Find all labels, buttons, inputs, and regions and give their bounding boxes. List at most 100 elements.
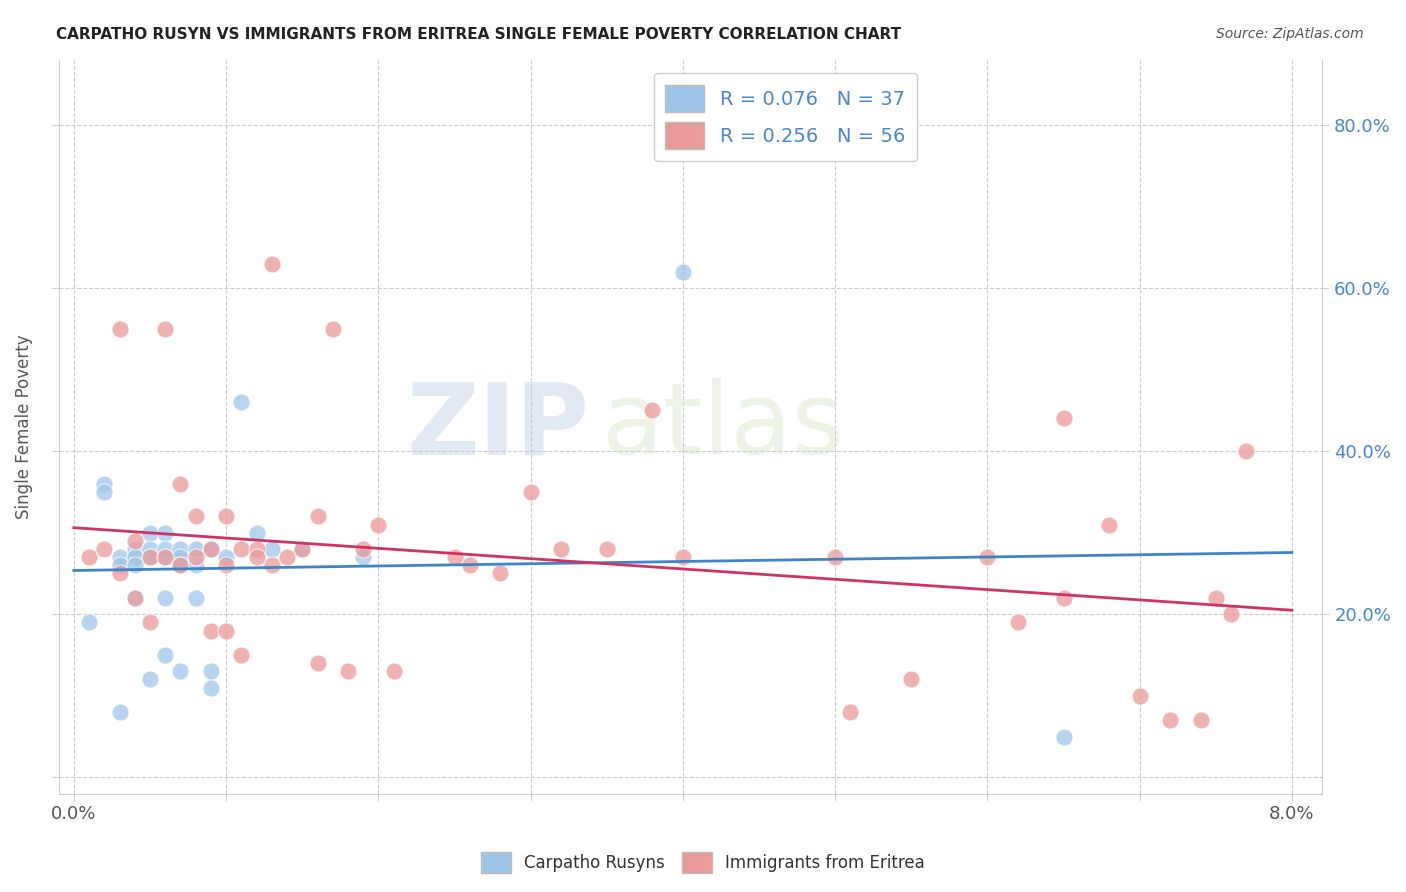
Point [246,541,269,556]
Point [276,550,298,565]
Point [155,648,177,662]
Point [596,541,619,556]
Point [108,322,131,336]
Point [184,558,207,573]
Point [108,558,131,573]
Point [139,550,162,565]
Point [169,558,191,573]
Point [336,665,359,679]
Point [443,550,465,565]
Point [260,541,283,556]
Point [1007,615,1029,630]
Point [108,550,131,565]
Point [641,403,664,417]
Point [124,591,146,605]
Point [260,558,283,573]
Legend: R = 0.076   N = 37, R = 0.256   N = 56: R = 0.076 N = 37, R = 0.256 N = 56 [654,73,917,161]
Point [367,517,389,532]
Point [215,550,238,565]
Point [976,550,998,565]
Point [124,541,146,556]
Point [1129,689,1152,703]
Point [155,550,177,565]
Point [200,541,222,556]
Point [184,591,207,605]
Point [155,322,177,336]
Text: atlas: atlas [602,378,844,475]
Point [458,558,481,573]
Point [382,665,405,679]
Point [1159,713,1181,727]
Point [139,673,162,687]
Point [108,566,131,581]
Point [1052,591,1074,605]
Text: ZIP: ZIP [406,378,589,475]
Point [139,525,162,540]
Point [108,705,131,719]
Point [139,615,162,630]
Point [672,550,695,565]
Point [200,624,222,638]
Point [839,705,862,719]
Point [169,476,191,491]
Point [77,615,100,630]
Point [672,265,695,279]
Point [200,681,222,695]
Point [1052,730,1074,744]
Point [184,541,207,556]
Point [215,509,238,524]
Point [1220,607,1243,622]
Point [352,550,374,565]
Point [184,550,207,565]
Point [215,558,238,573]
Point [550,541,572,556]
Point [93,541,115,556]
Y-axis label: Single Female Poverty: Single Female Poverty [15,334,32,519]
Point [246,525,269,540]
Point [124,591,146,605]
Point [900,673,922,687]
Text: CARPATHO RUSYN VS IMMIGRANTS FROM ERITREA SINGLE FEMALE POVERTY CORRELATION CHAR: CARPATHO RUSYN VS IMMIGRANTS FROM ERITRE… [56,27,901,42]
Point [169,558,191,573]
Point [139,550,162,565]
Point [307,656,329,670]
Point [291,541,314,556]
Point [231,541,253,556]
Point [352,541,374,556]
Point [215,624,238,638]
Point [155,550,177,565]
Point [124,550,146,565]
Point [519,484,541,499]
Point [246,550,269,565]
Point [1234,444,1257,458]
Point [1052,411,1074,425]
Point [169,550,191,565]
Point [231,395,253,409]
Point [200,665,222,679]
Legend: Carpatho Rusyns, Immigrants from Eritrea: Carpatho Rusyns, Immigrants from Eritrea [474,846,932,880]
Point [124,533,146,548]
Point [93,484,115,499]
Point [93,476,115,491]
Point [77,550,100,565]
Point [307,509,329,524]
Point [322,322,344,336]
Point [824,550,846,565]
Point [155,541,177,556]
Point [260,256,283,270]
Text: Source: ZipAtlas.com: Source: ZipAtlas.com [1216,27,1364,41]
Point [169,541,191,556]
Point [231,648,253,662]
Point [155,591,177,605]
Point [124,558,146,573]
Point [1189,713,1212,727]
Point [184,509,207,524]
Point [155,525,177,540]
Point [169,665,191,679]
Point [1098,517,1121,532]
Point [139,541,162,556]
Point [291,541,314,556]
Point [200,541,222,556]
Point [489,566,512,581]
Point [1205,591,1227,605]
